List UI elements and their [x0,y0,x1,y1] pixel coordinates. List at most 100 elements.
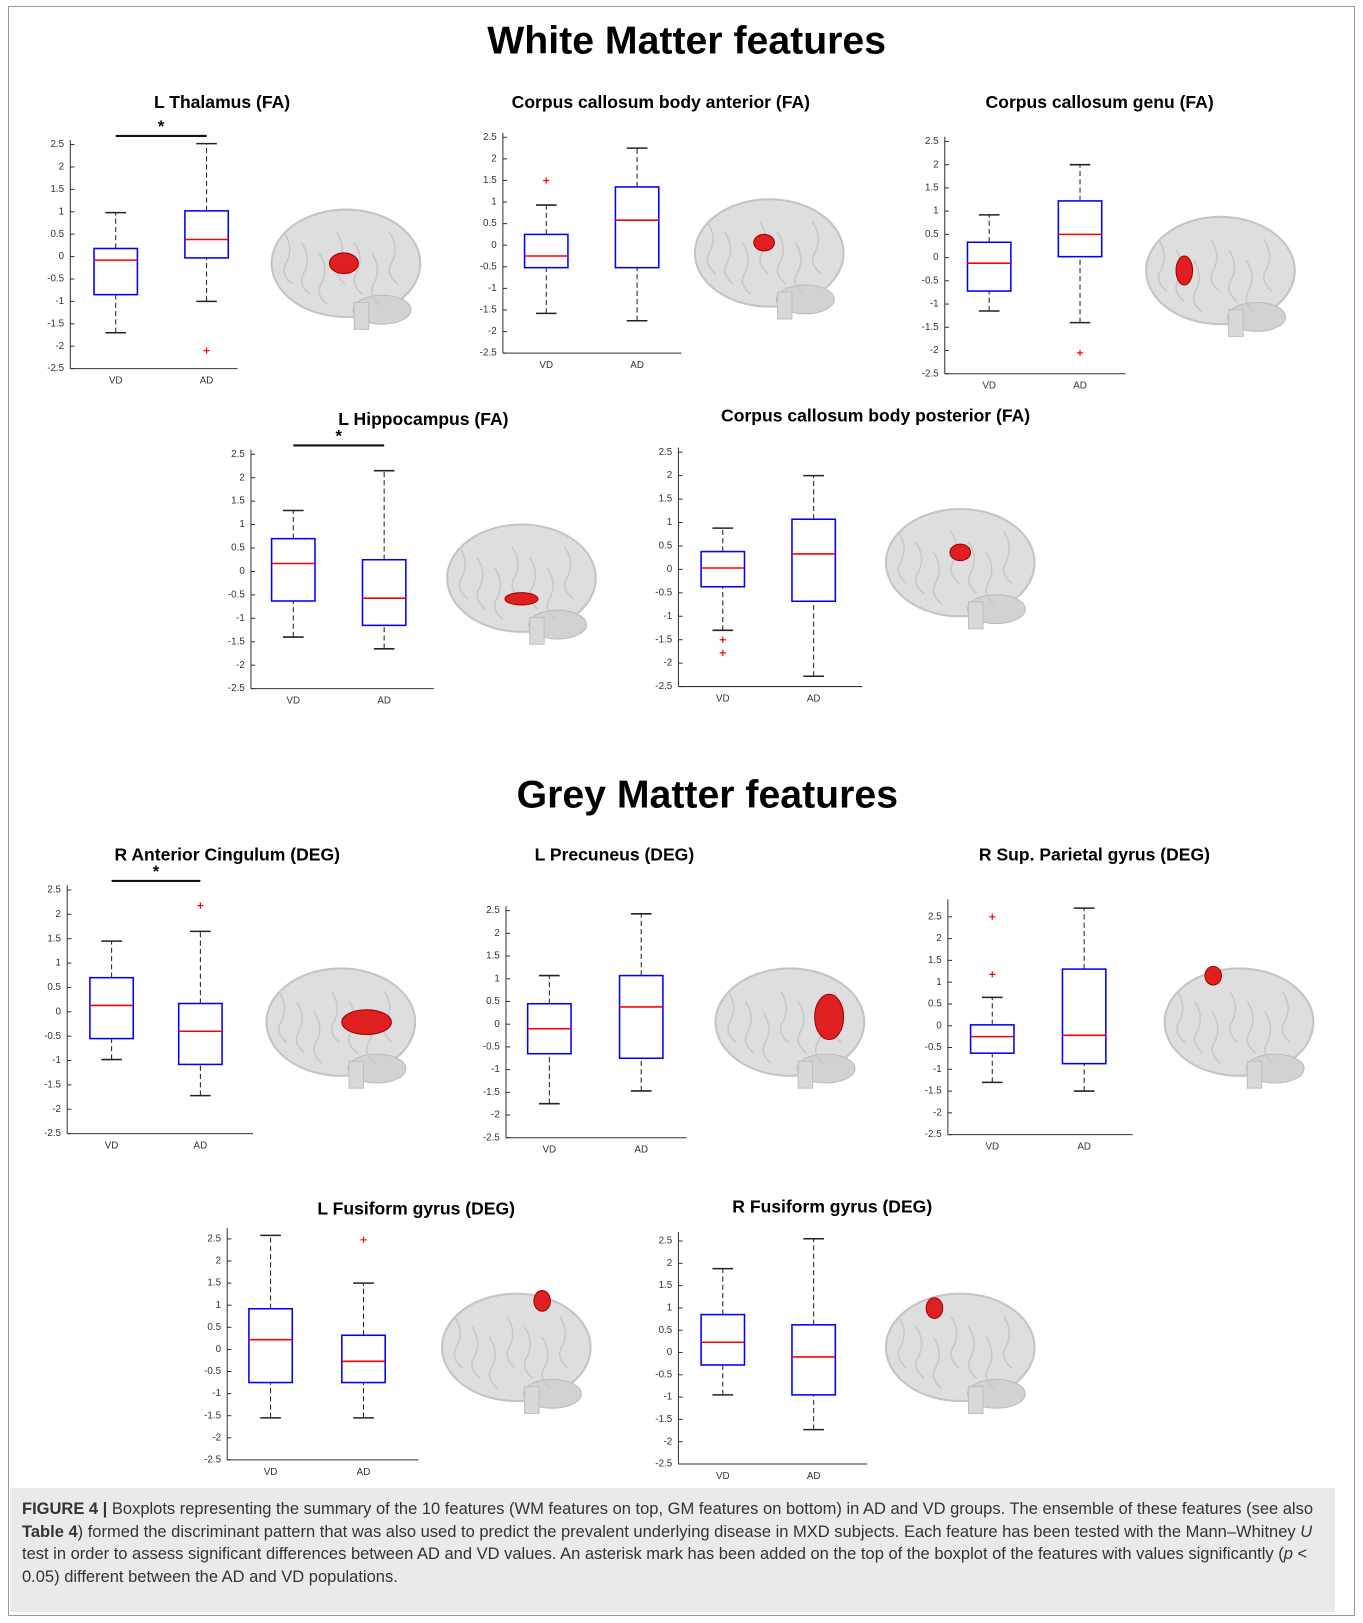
y-tick-label: -2 [491,1110,500,1121]
y-tick-label: 1.5 [659,494,673,505]
x-tick-label: VD [109,376,123,387]
brain-render [886,1294,1035,1414]
y-tick-label: -2.5 [655,1459,672,1470]
y-tick-label: 2.5 [207,1234,221,1245]
y-tick-label: 0 [936,1020,942,1031]
figure: White Matter features Grey Matter featur… [0,0,1363,1623]
y-tick-label: 0.5 [50,229,64,240]
chart-title: Corpus callosum body anterior (FA) [512,92,810,112]
brain-region [1176,256,1193,285]
chart-title: R Sup. Parietal gyrus (DEG) [979,845,1210,865]
y-tick-label: 2.5 [659,447,673,458]
box [525,234,568,267]
y-tick-label: 2 [56,909,61,920]
chart-title: R Anterior Cingulum (DEG) [114,845,340,865]
y-tick-label: -1.5 [925,1086,942,1097]
y-tick-label: -2.5 [483,1132,500,1143]
y-tick-label: -0.5 [228,589,245,600]
y-tick-label: 2.5 [659,1236,673,1247]
box [1062,969,1105,1064]
outlier [989,914,995,920]
x-tick-label: VD [985,1142,999,1153]
brain-render [1146,217,1295,337]
y-tick-label: 0 [239,566,245,577]
box [701,552,744,587]
y-tick-label: 2 [667,1258,672,1269]
y-tick-label: 1.5 [659,1280,673,1291]
brain-render [447,524,596,644]
y-tick-label: 0.5 [207,1322,221,1333]
y-tick-label: 2 [59,162,64,173]
y-tick-label: -1 [663,1392,672,1403]
caption-symbol: p [1284,1545,1293,1563]
y-tick-label: -1 [52,1055,61,1066]
y-tick-label: 2 [667,470,672,481]
y-tick-label: -2.5 [204,1454,221,1465]
box [1058,201,1101,257]
y-tick-label: 0.5 [483,218,497,229]
y-tick-label: 2.5 [47,885,61,896]
brain-region [950,544,971,561]
y-tick-label: 2 [216,1256,221,1267]
caption: FIGURE 4 | Boxplots representing the sum… [10,1488,1335,1612]
caption-label: FIGURE 4 | [22,1500,107,1518]
brain-render [716,968,865,1088]
y-tick-label: -1.5 [655,634,672,645]
brain-region [754,234,775,251]
x-tick-label: VD [105,1141,119,1152]
y-tick-label: -2 [236,660,245,671]
y-tick-label: 0.5 [47,982,61,993]
y-tick-label: -1.5 [480,305,497,316]
brain-render [266,968,415,1088]
x-tick-label: AD [200,376,214,387]
x-tick-label: AD [1077,1142,1091,1153]
brain-stem [349,1061,363,1088]
y-tick-label: 2 [239,472,244,483]
y-tick-label: 1 [239,519,244,530]
brain-render [1165,966,1314,1088]
y-tick-label: -1 [236,613,245,624]
y-tick-label: 0 [59,251,65,262]
brain-stem [525,1387,539,1414]
chart-title: L Thalamus (FA) [154,92,290,112]
brain-render [272,210,421,330]
y-tick-label: 2.5 [231,449,245,460]
y-tick-label: 1 [933,206,938,217]
y-tick-label: 1 [667,517,672,528]
y-tick-label: -1 [55,296,64,307]
y-tick-label: -1.5 [228,636,245,647]
x-tick-label: VD [264,1467,278,1478]
brain-stem [1229,310,1243,337]
y-tick-label: -2 [933,1107,942,1118]
y-tick-label: -2.5 [925,1129,942,1140]
y-tick-label: 1.5 [928,955,942,966]
y-tick-label: 0.5 [925,229,939,240]
caption-ref: Table 4 [22,1523,78,1541]
x-tick-label: AD [357,1467,371,1478]
brain-region [505,593,538,605]
y-tick-label: 2.5 [486,905,500,916]
y-tick-label: -2.5 [44,1128,61,1139]
y-tick-label: 1 [491,197,496,208]
y-tick-label: -1.5 [483,1087,500,1098]
y-tick-label: 2 [936,933,941,944]
y-tick-label: 1.5 [50,184,64,195]
y-tick-label: -1.5 [47,318,64,329]
box [179,1004,222,1065]
outlier [360,1237,366,1243]
y-tick-label: -2 [663,1436,672,1447]
x-tick-label: VD [716,694,730,705]
brain-stem [778,292,792,319]
box [620,976,663,1059]
y-tick-label: -2.5 [655,681,672,692]
y-tick-label: -0.5 [655,587,672,598]
x-tick-label: VD [982,381,996,392]
y-tick-label: -1 [491,1064,500,1075]
y-tick-label: 0 [933,252,939,263]
page: White Matter features Grey Matter featur… [0,0,1363,1623]
y-tick-label: -1.5 [922,322,939,333]
y-tick-label: -0.5 [480,261,497,272]
brain-stem [798,1061,812,1088]
chart-title: Corpus callosum body posterior (FA) [721,406,1030,426]
brain-region [1205,966,1222,985]
